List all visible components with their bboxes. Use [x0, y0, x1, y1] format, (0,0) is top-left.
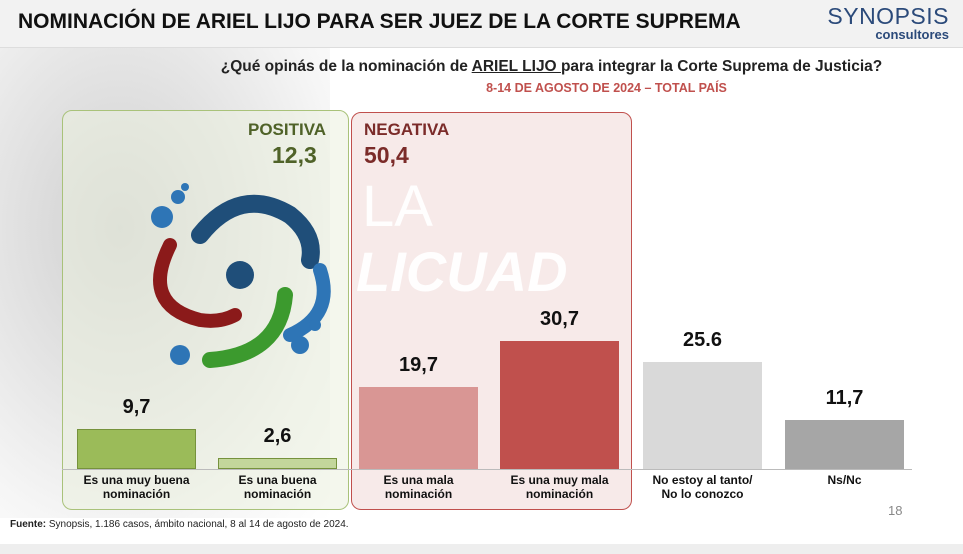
- question-pre: ¿Qué opinás de la nominación de: [220, 58, 472, 75]
- synopsis-logo-sub: consultores: [875, 27, 949, 42]
- category-label: Es una mala nominación: [383, 473, 454, 501]
- negative-label: NEGATIVA: [364, 120, 450, 139]
- bar: [77, 428, 196, 469]
- category-label: Es una muy buena nominación: [83, 473, 190, 501]
- question-post: para integrar la Corte Suprema de Justic…: [560, 58, 883, 75]
- bar: [785, 420, 904, 469]
- synopsis-logo: SYNOPSIS: [827, 3, 949, 29]
- category-label: No estoy al tanto/ No lo conozco: [652, 473, 753, 501]
- category-label: Ns/Nc: [827, 473, 862, 487]
- bar-value-label: 11,7: [825, 387, 864, 410]
- positive-label: POSITIVA: [248, 120, 327, 139]
- source-label: Fuente:: [10, 519, 47, 530]
- question-name: ARIEL LIJO: [471, 58, 561, 75]
- category-label: Es una muy mala nominación: [510, 473, 609, 501]
- watermark-line3: TD .COM: [650, 269, 802, 310]
- question: ¿Qué opinás de la nominación de ARIEL LI…: [0, 58, 963, 76]
- x-axis: [62, 469, 912, 470]
- bar: [643, 362, 762, 469]
- bar-value-label: 2,6: [263, 425, 292, 448]
- bar-value-label: 19,7: [399, 353, 438, 376]
- bar-value-label: 30,7: [540, 307, 579, 330]
- watermark-line1: LA: [362, 174, 433, 239]
- bar: [218, 458, 337, 469]
- bar: [500, 340, 619, 469]
- page-number: 18: [888, 503, 903, 518]
- positive-value: 12,3: [272, 142, 317, 168]
- watermark-line2: LICUAD: [356, 240, 568, 303]
- header-bar: NOMINACIÓN DE ARIEL LIJO PARA SER JUEZ D…: [0, 0, 963, 48]
- bar-value-label: 25.6: [683, 329, 722, 352]
- negative-value: 50,4: [364, 142, 409, 168]
- bottom-strip: [0, 544, 963, 554]
- bar: [359, 386, 478, 469]
- question-subtitle: 8-14 DE AGOSTO DE 2024 – TOTAL PAÍS: [486, 81, 727, 95]
- source-note: Fuente: Synopsis, 1.186 casos, ámbito na…: [10, 519, 349, 530]
- source-text: Synopsis, 1.186 casos, ámbito nacional, …: [46, 519, 349, 530]
- category-label: Es una buena nominación: [238, 473, 317, 501]
- slide-title: NOMINACIÓN DE ARIEL LIJO PARA SER JUEZ D…: [18, 10, 741, 33]
- synopsis-swirl-logo-icon: [151, 183, 331, 368]
- bar-value-label: 9,7: [122, 395, 151, 418]
